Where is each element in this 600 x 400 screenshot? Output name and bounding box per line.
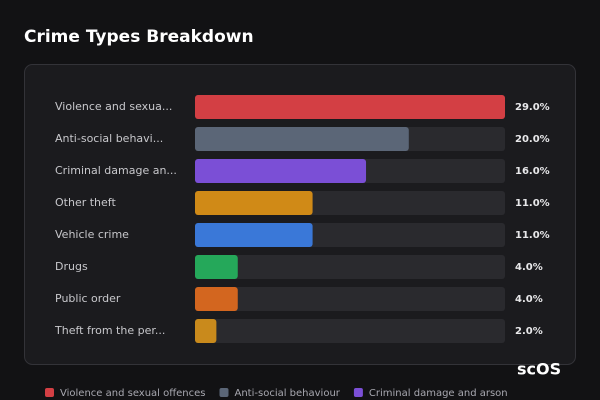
category-label: Drugs (55, 260, 88, 273)
bar (195, 127, 409, 151)
legend-label: Anti-social behaviour (235, 388, 341, 399)
legend-swatch (353, 388, 363, 397)
value-label: 4.0% (515, 262, 543, 273)
category-label: Criminal damage an... (55, 164, 177, 177)
value-label: 2.0% (515, 326, 543, 337)
bar (195, 223, 313, 247)
bar-track (195, 255, 505, 279)
bar (195, 287, 238, 311)
value-label: 20.0% (515, 134, 550, 145)
value-label: 11.0% (515, 198, 550, 209)
category-label: Violence and sexua... (55, 100, 172, 113)
watermark: scOS (517, 360, 561, 379)
value-label: 4.0% (515, 294, 543, 305)
bar (195, 95, 505, 119)
category-label: Other theft (55, 196, 116, 209)
category-label: Theft from the per... (54, 324, 165, 337)
legend-label: Criminal damage and arson (369, 388, 508, 399)
category-label: Public order (55, 292, 121, 305)
legend-swatch (219, 388, 229, 397)
legend-label: Violence and sexual offences (60, 388, 206, 399)
bar (195, 159, 367, 183)
value-label: 16.0% (515, 166, 550, 177)
bar-track (195, 287, 505, 311)
chart-title: Crime Types Breakdown (24, 27, 254, 47)
legend-swatch (45, 388, 54, 397)
category-label: Vehicle crime (55, 228, 129, 241)
value-label: 11.0% (515, 230, 550, 241)
bar-track (195, 319, 505, 343)
value-label: 29.0% (515, 102, 550, 113)
bar (195, 191, 313, 215)
bar (195, 255, 238, 279)
category-label: Anti-social behavi... (55, 132, 163, 145)
bar (195, 319, 217, 343)
